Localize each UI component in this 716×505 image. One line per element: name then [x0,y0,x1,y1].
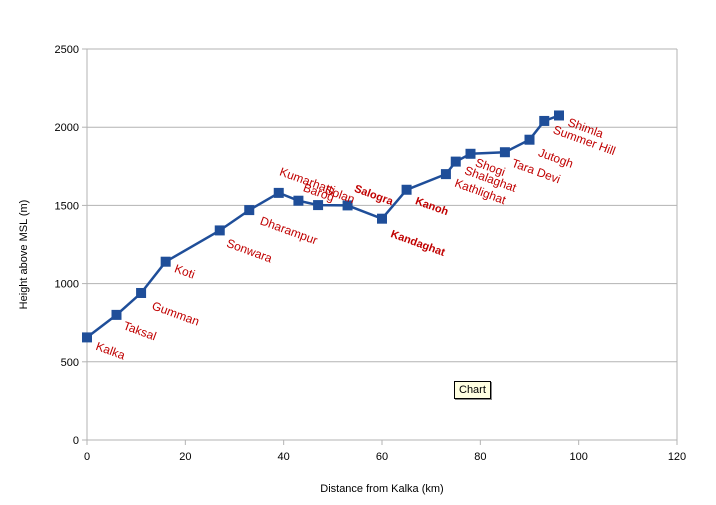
data-point-marker [160,256,171,267]
y-tick-label: 1000 [55,279,79,291]
point-label-salogra: Salogra [353,183,396,208]
point-label-sonwara: Sonwara [225,236,275,265]
data-point-marker [293,195,304,206]
data-point-marker [313,200,324,211]
point-label-taksal: Taksal [121,319,158,344]
series-height [82,110,564,343]
point-labels: KalkaTaksalGummanKotiSonwaraDharampurKum… [94,115,617,362]
gridlines [82,48,677,441]
y-axis-title: Height above MSL (m) [18,200,30,310]
data-point-marker [244,205,255,216]
x-tick-label: 60 [376,451,388,463]
data-point-marker [539,115,550,126]
data-point-marker [273,187,284,198]
x-tick-label: 40 [278,451,290,463]
x-tick-label: 80 [474,451,486,463]
x-tick-labels: 0 20 40 60 80 100 120 [84,440,686,463]
point-label-koti: Koti [173,261,197,281]
data-point-marker [440,169,451,180]
y-tick-label: 0 [73,435,79,447]
x-tick-label: 100 [569,451,587,463]
y-tick-label: 1500 [55,200,79,212]
axes [86,49,678,441]
point-label-kanoh: Kanoh [414,195,451,218]
point-label-dharampur: Dharampur [258,214,319,248]
data-point-marker [342,200,353,211]
chart-tooltip: Chart [454,381,491,399]
x-tick-label: 120 [668,451,686,463]
data-point-marker [401,184,412,195]
data-point-marker [450,156,461,167]
data-point-marker [499,147,510,158]
y-tick-labels: 0 500 1000 1500 2000 2500 [55,44,79,447]
data-point-marker [554,110,564,121]
data-point-marker [111,309,122,320]
y-tick-label: 2000 [55,122,79,134]
point-label-kandaghat: Kandaghat [389,228,447,259]
point-label-gumman: Gumman [150,299,201,329]
data-point-marker [136,287,147,298]
data-point-marker [214,225,225,236]
y-tick-label: 500 [61,357,79,369]
data-point-marker [465,148,476,159]
point-label-kalka: Kalka [94,339,127,363]
data-point-marker [524,134,535,145]
data-point-marker [82,332,92,343]
x-axis-title: Distance from Kalka (km) [320,483,443,495]
data-point-marker [377,213,387,224]
y-tick-label: 2500 [55,44,79,56]
x-tick-label: 20 [179,451,191,463]
x-tick-label: 0 [84,451,90,463]
